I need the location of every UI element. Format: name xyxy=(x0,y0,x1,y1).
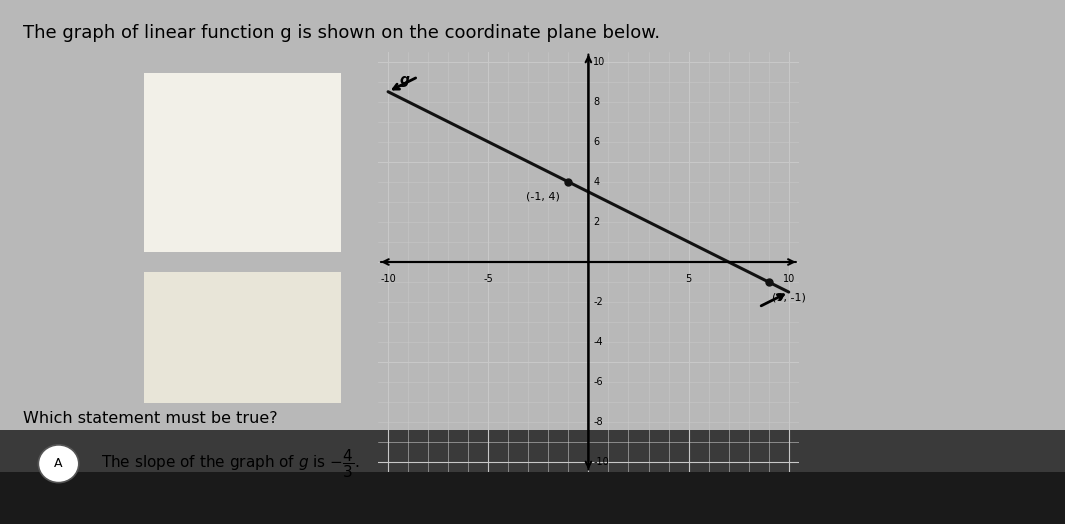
Bar xyxy=(144,272,341,403)
Ellipse shape xyxy=(38,445,79,483)
Text: A: A xyxy=(54,457,63,470)
Bar xyxy=(144,73,341,252)
Text: -10: -10 xyxy=(380,274,396,284)
Text: (-1, 4): (-1, 4) xyxy=(526,192,560,202)
Text: -8: -8 xyxy=(593,417,603,427)
Text: -10: -10 xyxy=(593,457,609,467)
Bar xyxy=(0,430,1065,472)
Text: 6: 6 xyxy=(593,137,600,147)
Text: The slope of the graph of $g$ is $-\dfrac{4}{3}$.: The slope of the graph of $g$ is $-\dfra… xyxy=(101,447,360,480)
Text: 10: 10 xyxy=(593,57,606,67)
Text: 5: 5 xyxy=(686,274,691,284)
Text: -6: -6 xyxy=(593,377,603,387)
Text: -2: -2 xyxy=(593,297,603,307)
Text: Which statement must be true?: Which statement must be true? xyxy=(23,411,278,427)
Text: -4: -4 xyxy=(593,337,603,347)
Text: -5: -5 xyxy=(484,274,493,284)
Text: 4: 4 xyxy=(593,177,600,187)
Bar xyxy=(0,472,1065,524)
Text: 8: 8 xyxy=(593,97,600,107)
Text: 10: 10 xyxy=(783,274,794,284)
Text: 2: 2 xyxy=(593,217,600,227)
Text: The graph of linear function g is shown on the coordinate plane below.: The graph of linear function g is shown … xyxy=(23,24,660,41)
Text: (9, -1): (9, -1) xyxy=(772,292,805,302)
Text: g: g xyxy=(400,73,410,86)
